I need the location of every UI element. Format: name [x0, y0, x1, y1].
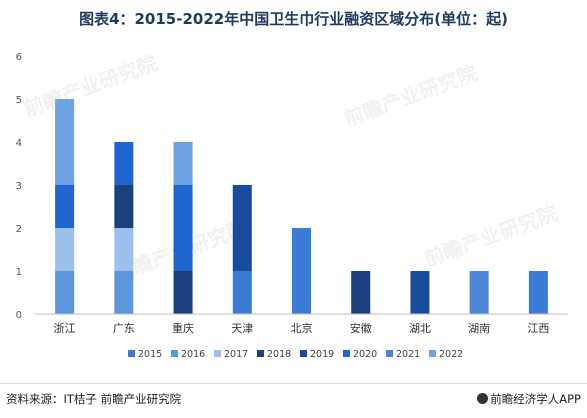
legend-swatch [128, 350, 135, 357]
bar-segment-2020 [114, 142, 134, 185]
bar-segment-2015 [528, 271, 548, 314]
x-tick-label: 广东 [113, 322, 135, 335]
legend-item: 2018 [257, 349, 291, 360]
bar-segment-2018 [173, 271, 193, 314]
source-note: 资料来源：IT桔子 前瞻产业研究院 [6, 392, 182, 406]
y-tick-label: 4 [16, 138, 22, 149]
x-tick-label: 浙江 [54, 322, 76, 335]
legend-label: 2020 [353, 349, 377, 360]
y-tick-label: 3 [16, 181, 22, 192]
legend-item: 2020 [343, 349, 377, 360]
bar-segment-2015 [292, 228, 311, 314]
bar-segment-2016 [55, 271, 75, 314]
bar-segment-2021 [469, 271, 489, 314]
y-tick-label: 6 [16, 52, 22, 63]
bar-segment-2020 [173, 185, 193, 271]
legend-swatch [343, 350, 350, 357]
legend-swatch [257, 350, 264, 357]
y-axis: 0 1 2 3 4 5 6 [16, 52, 22, 321]
legend-item: 2016 [171, 349, 205, 360]
qianzhan-logo-icon [477, 393, 489, 404]
x-tick-label: 北京 [291, 321, 313, 335]
legend-swatch [214, 350, 221, 357]
legend: 2015 2016 2017 2018 2019 2020 2021 2022 [128, 349, 463, 360]
legend-swatch [171, 350, 178, 357]
bar-segment-2022 [173, 142, 193, 185]
bar-segment-2015 [232, 271, 252, 314]
legend-swatch [300, 350, 307, 357]
legend-label: 2019 [310, 349, 334, 360]
legend-label: 2022 [439, 349, 463, 360]
bar-segment-2017 [114, 228, 134, 271]
bar-series [55, 99, 548, 314]
bar-segment-2017 [55, 228, 75, 271]
brand-label: 前瞻经济学人APP [490, 392, 581, 406]
legend-swatch [386, 350, 393, 357]
y-tick-label: 5 [16, 95, 22, 106]
y-tick-label: 2 [16, 224, 22, 235]
footer-divider [0, 383, 587, 384]
bar-segment-2018 [351, 271, 371, 314]
x-axis: 浙江 广东 重庆 天津 北京 安徽 湖北 湖南 江西 [54, 321, 550, 335]
x-tick-label: 安徽 [350, 321, 372, 335]
brand-credit: 前瞻经济学人APP [477, 391, 581, 407]
legend-item: 2015 [128, 349, 162, 360]
bar-segment-2019 [232, 185, 252, 271]
legend-item: 2017 [214, 349, 248, 360]
legend-label: 2015 [138, 349, 162, 360]
x-tick-label: 湖南 [468, 322, 490, 335]
bar-segment-2018 [114, 185, 134, 228]
legend-item: 2021 [386, 349, 420, 360]
bar-segment-2016 [114, 271, 134, 314]
x-tick-label: 天津 [231, 322, 253, 335]
legend-swatch [429, 350, 436, 357]
x-tick-label: 江西 [527, 322, 549, 335]
chart-title: 图表4：2015-2022年中国卫生巾行业融资区域分布(单位：起) [79, 10, 508, 28]
y-tick-label: 0 [16, 310, 22, 321]
legend-label: 2018 [267, 349, 291, 360]
bar-segment-2019 [410, 271, 430, 314]
bar-segment-2020 [55, 185, 75, 228]
x-tick-label: 湖北 [409, 322, 431, 335]
legend-label: 2017 [224, 349, 248, 360]
bar-segment-2022 [55, 99, 75, 185]
legend-item: 2019 [300, 349, 334, 360]
x-tick-label: 重庆 [172, 321, 194, 335]
y-tick-label: 1 [16, 267, 22, 278]
legend-label: 2016 [181, 349, 205, 360]
legend-label: 2021 [396, 349, 420, 360]
legend-item: 2022 [429, 349, 463, 360]
